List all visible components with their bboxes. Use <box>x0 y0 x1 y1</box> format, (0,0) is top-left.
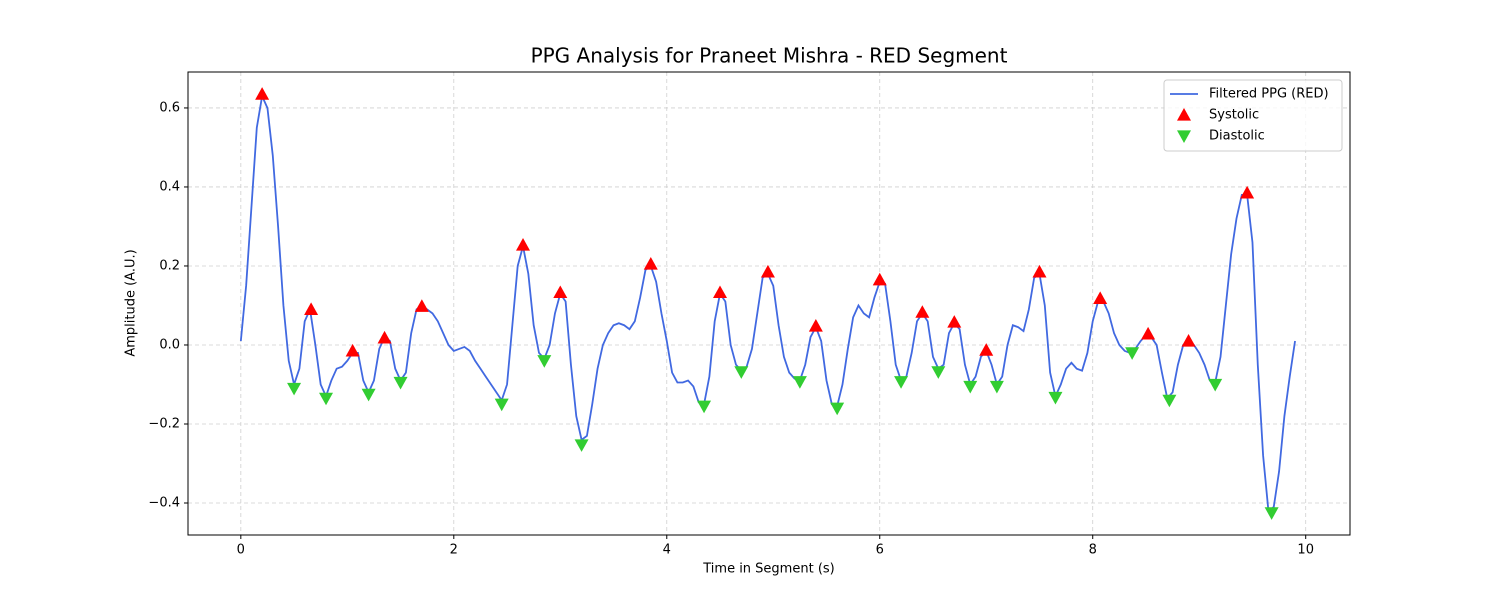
peak-marker <box>516 238 531 251</box>
x-tick-label: 6 <box>876 543 884 558</box>
peak-marker <box>537 355 552 368</box>
peak-marker <box>894 376 909 389</box>
chart-title: PPG Analysis for Praneet Mishra - RED Se… <box>531 44 1008 68</box>
peak-marker <box>1125 347 1140 360</box>
peak-marker <box>713 285 728 299</box>
peak-marker <box>1093 291 1108 304</box>
peak-marker <box>830 402 845 416</box>
peak-marker <box>872 272 887 286</box>
x-tick-label: 8 <box>1089 543 1097 558</box>
peak-marker <box>643 256 658 270</box>
peak-marker <box>361 388 376 402</box>
legend-swatch <box>1177 108 1191 121</box>
peak-marker <box>1048 391 1063 405</box>
peak-marker <box>319 392 334 406</box>
peak-marker <box>947 315 962 328</box>
peak-marker <box>734 366 749 379</box>
peak-marker <box>574 439 589 452</box>
y-tick-label: 0.2 <box>159 258 180 273</box>
plot-frame <box>187 71 1351 536</box>
peak-marker <box>989 380 1004 394</box>
peak-marker <box>393 376 408 390</box>
peak-marker <box>963 380 978 394</box>
peak-marker <box>1264 507 1279 520</box>
legend-box <box>1163 79 1343 152</box>
peak-marker <box>345 343 360 357</box>
peak-marker <box>808 319 823 332</box>
peak-marker <box>287 382 302 396</box>
x-axis-label: Time in Segment (s) <box>702 562 834 577</box>
peak-marker <box>1181 334 1196 347</box>
peak-marker <box>979 343 994 356</box>
y-tick-label: 0.0 <box>159 337 180 352</box>
peak-marker <box>760 264 775 278</box>
y-axis-label: Amplitude (A.U.) <box>124 249 139 356</box>
legend-label: Filtered PPG (RED) <box>1209 87 1329 102</box>
peak-marker <box>255 87 270 100</box>
peak-marker <box>377 330 392 344</box>
x-tick-label: 4 <box>663 543 671 558</box>
x-tick-label: 10 <box>1297 543 1314 558</box>
peak-marker <box>931 366 946 379</box>
peak-marker <box>1032 264 1047 278</box>
peak-marker <box>494 398 509 412</box>
y-tick-label: −0.2 <box>148 416 180 431</box>
peak-marker <box>915 305 930 318</box>
peak-marker <box>697 400 712 414</box>
peak-marker <box>553 285 568 299</box>
legend-label: Systolic <box>1209 108 1259 123</box>
x-tick-label: 0 <box>237 543 245 558</box>
peak-marker <box>792 376 807 389</box>
peak-marker <box>1208 378 1223 392</box>
peak-marker <box>1240 185 1255 199</box>
y-tick-label: 0.6 <box>159 100 180 115</box>
peak-marker <box>304 302 319 316</box>
y-tick-label: −0.4 <box>148 496 180 511</box>
peak-marker <box>1141 326 1156 340</box>
y-tick-label: 0.4 <box>159 179 180 194</box>
peak-marker <box>414 299 429 312</box>
legend-label: Diastolic <box>1209 129 1265 144</box>
x-tick-label: 2 <box>450 543 458 558</box>
peak-marker <box>1162 394 1177 408</box>
legend-swatch <box>1177 130 1191 143</box>
